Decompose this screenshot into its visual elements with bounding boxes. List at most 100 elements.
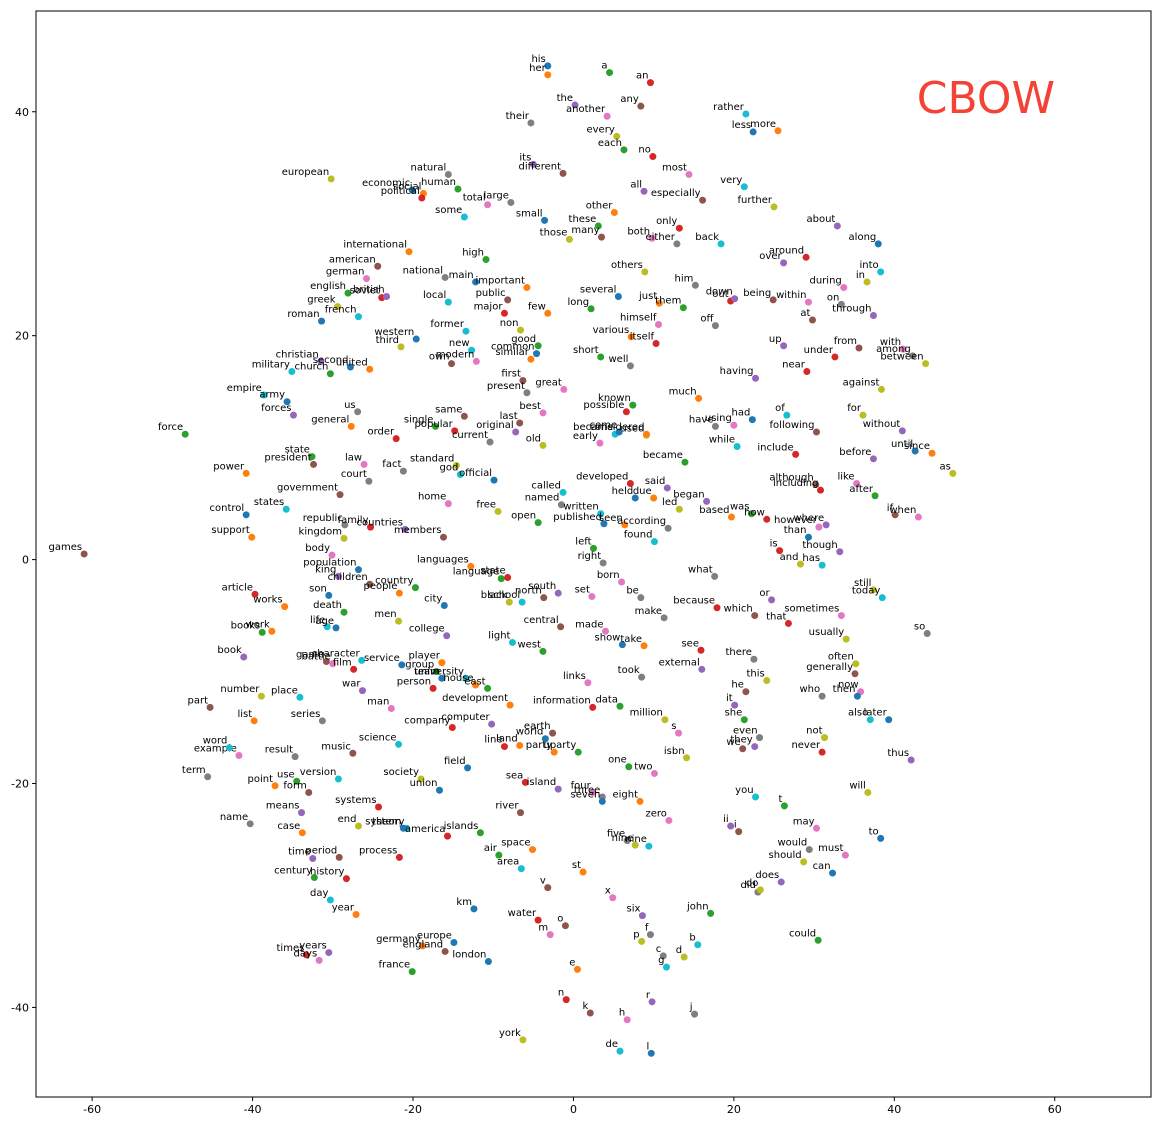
point-label: made xyxy=(575,619,603,630)
point-label: court xyxy=(341,469,367,480)
point-label: black xyxy=(481,590,508,601)
point-label: christian xyxy=(276,349,319,360)
point-label: us xyxy=(344,400,356,411)
point-label: god xyxy=(440,463,459,474)
point-label: various xyxy=(593,325,630,336)
point-label: case xyxy=(277,821,300,832)
point xyxy=(877,268,885,276)
point xyxy=(435,786,443,794)
point xyxy=(517,326,525,334)
point xyxy=(842,635,850,643)
point xyxy=(559,488,567,496)
point-label: since xyxy=(904,441,930,452)
point-label: empire xyxy=(227,383,262,394)
point-label: st xyxy=(572,860,581,871)
point xyxy=(366,580,374,588)
point xyxy=(472,357,480,365)
point-label: more xyxy=(750,119,776,130)
point-label: government xyxy=(277,483,338,494)
point-label: people xyxy=(363,581,397,592)
point-label: eight xyxy=(612,789,638,800)
point xyxy=(417,775,425,783)
point xyxy=(336,491,344,499)
point-label: both xyxy=(627,226,650,237)
point-label: p xyxy=(633,929,639,940)
point-label: an xyxy=(636,71,648,82)
point-label: means xyxy=(266,801,300,812)
point xyxy=(808,316,816,324)
point xyxy=(500,309,508,317)
point-label: area xyxy=(497,857,519,868)
point-label: n xyxy=(558,988,564,999)
point xyxy=(574,748,582,756)
point-label: led xyxy=(662,497,677,508)
point xyxy=(851,670,859,678)
point xyxy=(544,884,552,892)
point-label: seven xyxy=(571,789,601,800)
point xyxy=(484,684,492,692)
point xyxy=(440,602,448,610)
point-label: short xyxy=(573,345,599,356)
point-label: country xyxy=(375,576,413,587)
point-label: school xyxy=(488,590,520,601)
point xyxy=(703,497,711,505)
point-label: data xyxy=(595,694,618,705)
point-label: son xyxy=(309,583,327,594)
point xyxy=(869,455,877,463)
point xyxy=(584,679,592,687)
point-label: main xyxy=(449,270,474,281)
point-label: large xyxy=(484,190,509,201)
point xyxy=(242,511,250,519)
point xyxy=(877,385,885,393)
point xyxy=(587,305,595,313)
point-label: social xyxy=(393,181,422,192)
point-label: version xyxy=(300,767,337,778)
point-label: external xyxy=(659,657,700,668)
point-label: into xyxy=(860,260,879,271)
point-label: just xyxy=(638,291,657,302)
point xyxy=(332,624,340,632)
point xyxy=(508,638,516,646)
point xyxy=(554,785,562,793)
point-label: old xyxy=(526,433,541,444)
point-label: theory xyxy=(372,816,405,827)
point xyxy=(560,385,568,393)
point-label: point xyxy=(248,774,274,785)
point xyxy=(405,248,413,256)
point xyxy=(652,340,660,348)
y-tick-label: -40 xyxy=(11,1001,29,1014)
point xyxy=(472,278,480,286)
point-label: economic xyxy=(362,178,410,189)
point xyxy=(638,673,646,681)
point-label: off xyxy=(700,314,714,325)
point-label: another xyxy=(566,104,606,115)
point-label: today xyxy=(852,586,881,597)
point-label: early xyxy=(573,431,598,442)
point xyxy=(497,575,505,583)
point-label: works xyxy=(253,595,282,606)
point-label: london xyxy=(452,950,486,961)
point-label: age xyxy=(315,616,334,627)
point-label: having xyxy=(720,366,754,377)
point xyxy=(784,619,792,627)
point-label: which xyxy=(724,604,753,615)
point xyxy=(911,447,919,455)
point xyxy=(327,175,335,183)
point xyxy=(829,869,837,877)
point xyxy=(517,809,525,817)
point xyxy=(625,763,633,771)
point-label: local xyxy=(423,290,446,301)
point-label: seen xyxy=(599,513,623,524)
point xyxy=(490,476,498,484)
point-label: single xyxy=(404,414,434,425)
point xyxy=(271,782,279,790)
point xyxy=(439,533,447,541)
point-label: his xyxy=(531,54,545,65)
point xyxy=(869,312,877,320)
point-label: you xyxy=(735,785,753,796)
point xyxy=(257,692,265,700)
point-label: no xyxy=(638,145,650,156)
point-label: make xyxy=(635,606,662,617)
point xyxy=(438,674,446,682)
point xyxy=(675,505,683,513)
